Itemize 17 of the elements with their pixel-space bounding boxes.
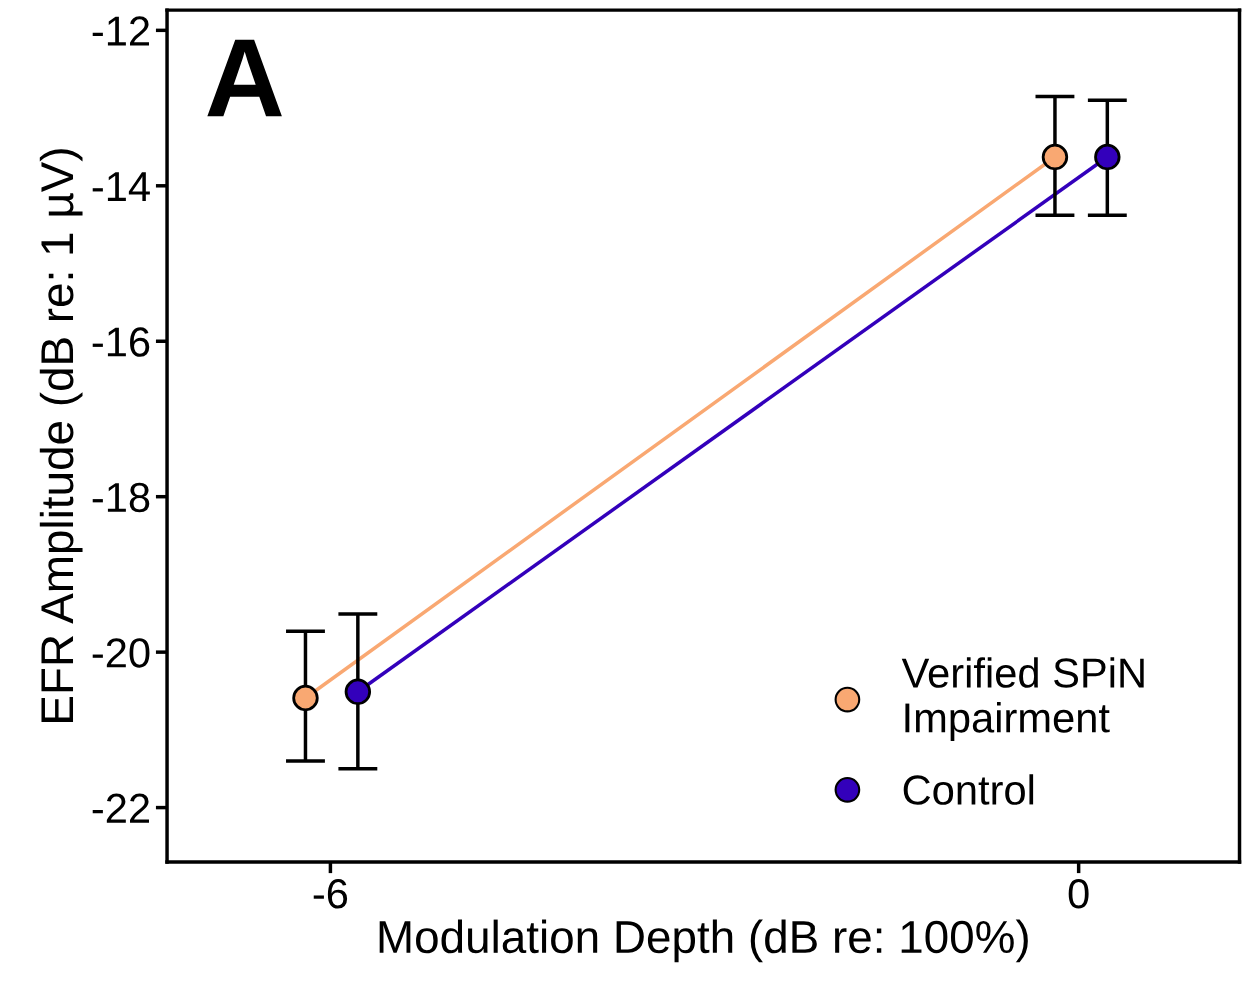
point: [1041, 143, 1069, 171]
x-tick-label: -6: [313, 879, 348, 909]
y-axis-title: EFR Amplitude (dB re: 1 µV): [39, 149, 83, 722]
y-tick-label: -18: [92, 482, 150, 513]
x-tick-label: 0: [1068, 879, 1089, 909]
y-tick-label: -14: [92, 172, 150, 201]
point: [344, 678, 372, 705]
point: [292, 684, 319, 712]
y-tick-label: -20: [92, 638, 150, 668]
legend-label: Control: [903, 774, 1034, 805]
annotation: A: [207, 39, 282, 117]
y-tick-label: -12: [92, 16, 149, 46]
y-tick-label: -22: [92, 793, 149, 823]
point: [1094, 143, 1121, 171]
legend-label: Verified SPiN Impairment: [901, 657, 1144, 741]
x-axis-title: Modulation Depth (dB re: 100%): [379, 919, 1028, 963]
y-tick-label: -16: [92, 327, 150, 357]
